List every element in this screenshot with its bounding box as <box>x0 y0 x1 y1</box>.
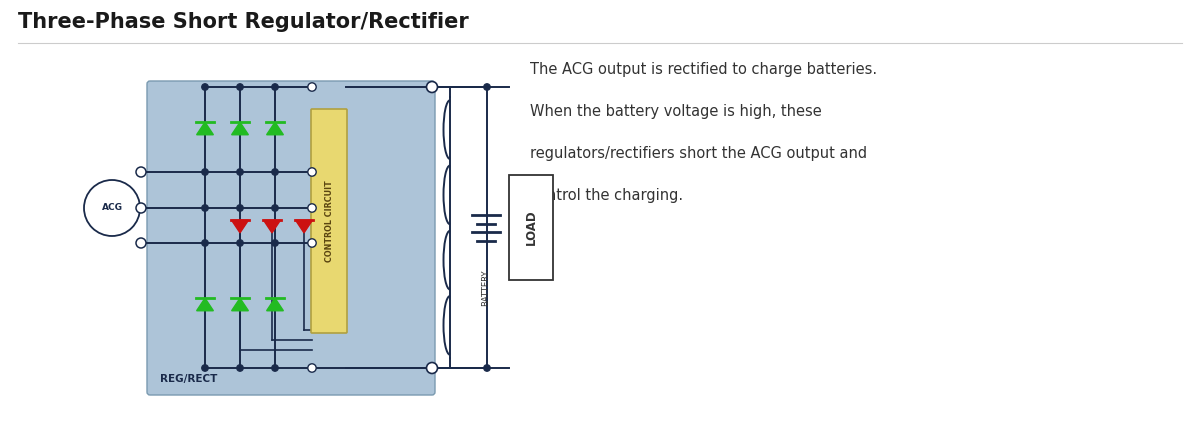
Polygon shape <box>264 220 281 233</box>
Circle shape <box>136 167 146 177</box>
Text: Three-Phase Short Regulator/Rectifier: Three-Phase Short Regulator/Rectifier <box>18 12 469 32</box>
Polygon shape <box>232 122 248 135</box>
Circle shape <box>202 169 209 175</box>
Polygon shape <box>197 298 214 311</box>
Circle shape <box>236 169 244 175</box>
Polygon shape <box>197 122 214 135</box>
Circle shape <box>202 365 209 371</box>
Text: regulators/rectifiers short the ACG output and: regulators/rectifiers short the ACG outp… <box>530 146 868 161</box>
FancyBboxPatch shape <box>311 109 347 333</box>
Circle shape <box>426 362 438 374</box>
Circle shape <box>272 84 278 90</box>
Circle shape <box>484 84 491 90</box>
Text: CONTROL CIRCUIT: CONTROL CIRCUIT <box>324 180 334 262</box>
Circle shape <box>307 364 317 372</box>
Circle shape <box>426 82 438 92</box>
Polygon shape <box>232 298 248 311</box>
Text: BATTERY: BATTERY <box>481 270 491 306</box>
Circle shape <box>236 84 244 90</box>
Circle shape <box>236 240 244 246</box>
Circle shape <box>307 168 317 176</box>
Text: control the charging.: control the charging. <box>530 188 683 203</box>
Circle shape <box>484 365 491 371</box>
Circle shape <box>272 205 278 211</box>
Circle shape <box>202 205 209 211</box>
Polygon shape <box>266 122 283 135</box>
Circle shape <box>236 205 244 211</box>
Circle shape <box>307 239 317 247</box>
Circle shape <box>236 365 244 371</box>
Circle shape <box>136 203 146 213</box>
Circle shape <box>272 365 278 371</box>
Polygon shape <box>295 220 312 233</box>
Circle shape <box>202 240 209 246</box>
Text: When the battery voltage is high, these: When the battery voltage is high, these <box>530 104 822 119</box>
FancyBboxPatch shape <box>509 175 553 280</box>
Text: LOAD: LOAD <box>524 210 538 245</box>
Text: REG/RECT: REG/RECT <box>160 374 217 384</box>
Circle shape <box>136 238 146 248</box>
Polygon shape <box>266 298 283 311</box>
Circle shape <box>202 84 209 90</box>
Text: ACG: ACG <box>102 203 122 212</box>
Circle shape <box>84 180 140 236</box>
Circle shape <box>272 169 278 175</box>
Polygon shape <box>232 220 248 233</box>
Circle shape <box>272 240 278 246</box>
Circle shape <box>307 83 317 91</box>
FancyBboxPatch shape <box>148 81 434 395</box>
Text: The ACG output is rectified to charge batteries.: The ACG output is rectified to charge ba… <box>530 62 877 77</box>
Circle shape <box>307 204 317 212</box>
